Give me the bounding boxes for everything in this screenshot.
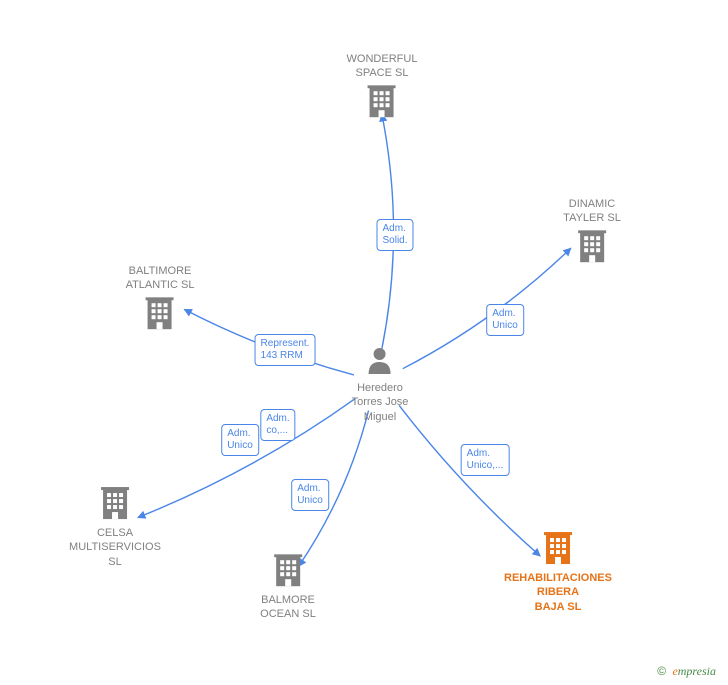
diagram-canvas: Heredero Torres Jose Miguel WONDERFUL SPA…	[0, 0, 728, 685]
company-label: CELSA MULTISERVICIOS SL	[69, 526, 161, 569]
company-node-baltimore: BALTIMORE ATLANTIC SL	[126, 264, 195, 336]
building-icon	[576, 230, 608, 269]
company-label: BALMORE OCEAN SL	[260, 593, 316, 622]
company-node-rehab: REHABILITACIONES RIBERA BAJA SL	[504, 532, 612, 618]
company-label: REHABILITACIONES RIBERA BAJA SL	[504, 571, 612, 614]
company-node-wonderful: WONDERFUL SPACE SL	[347, 52, 418, 124]
edge-label-rehab: Adm. Unico,...	[461, 444, 510, 476]
edge-label-balmore: Adm. Unico	[291, 479, 329, 511]
company-label: WONDERFUL SPACE SL	[347, 52, 418, 81]
edge-label-baltimore: Represent. 143 RRM	[255, 334, 316, 366]
person-icon	[352, 346, 409, 379]
footer: © empresia	[657, 664, 716, 679]
building-icon	[144, 297, 176, 336]
company-node-celsa: CELSA MULTISERVICIOS SL	[69, 487, 161, 573]
company-label: BALTIMORE ATLANTIC SL	[126, 264, 195, 293]
edge-label-celsa: Adm. Unico	[221, 424, 259, 456]
center-label: Heredero Torres Jose Miguel	[352, 381, 409, 424]
center-person-node: Heredero Torres Jose Miguel	[352, 346, 409, 424]
company-node-dinamic: DINAMIC TAYLER SL	[563, 197, 621, 269]
building-icon	[542, 532, 574, 571]
edge-label-extra-celsa: Adm. co,...	[260, 409, 295, 441]
copyright-symbol: ©	[657, 664, 666, 678]
edge-label-wonderful: Adm. Solid.	[376, 219, 413, 251]
company-label: DINAMIC TAYLER SL	[563, 197, 621, 226]
edge-label-dinamic: Adm. Unico	[486, 304, 524, 336]
company-node-balmore: BALMORE OCEAN SL	[260, 554, 316, 626]
brand: empresia	[672, 664, 716, 678]
building-icon	[272, 554, 304, 593]
building-icon	[366, 85, 398, 124]
building-icon	[99, 487, 131, 526]
